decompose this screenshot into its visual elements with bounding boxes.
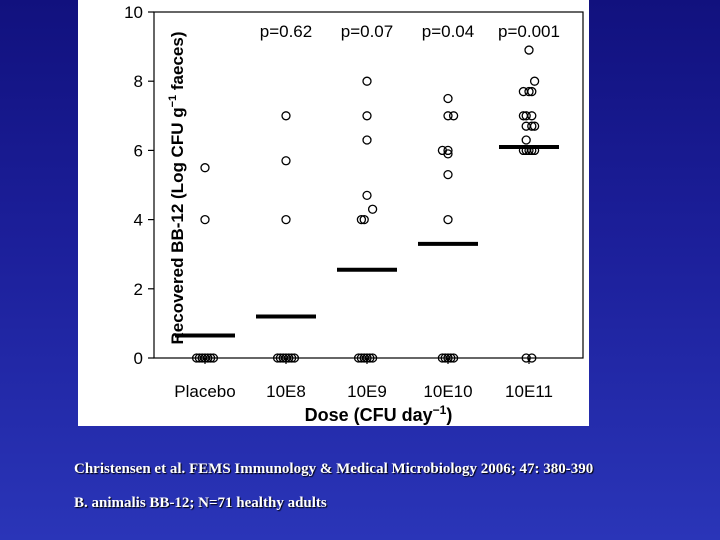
- y-tick-label: 0: [134, 349, 143, 368]
- data-point: [521, 353, 531, 363]
- data-point: [281, 214, 291, 225]
- citation-caption: Christensen et al. FEMS Immunology & Med…: [74, 461, 594, 477]
- data-point: [362, 111, 372, 121]
- y-tick-label: 6: [134, 141, 143, 160]
- data-point: [200, 214, 210, 225]
- data-point: [443, 93, 453, 104]
- data-point: [205, 353, 216, 363]
- data-point: [362, 135, 372, 145]
- data-point: [448, 353, 459, 363]
- data-point: [527, 121, 537, 131]
- p-value-label: p=0.001: [498, 22, 560, 41]
- data-point: [446, 353, 456, 363]
- data-point: [286, 353, 297, 363]
- data-point: [362, 76, 372, 86]
- data-point: [443, 145, 453, 156]
- plot-frame: [153, 11, 584, 359]
- p-value-label: p=0.62: [260, 22, 312, 41]
- data-point: [362, 353, 372, 363]
- y-tick-label: 4: [134, 211, 143, 230]
- data-point: [362, 190, 372, 201]
- x-tick-label: 10E10: [423, 382, 472, 401]
- p-value-label: p=0.04: [422, 22, 474, 41]
- data-point: [448, 111, 459, 121]
- data-point: [284, 353, 294, 363]
- data-point: [443, 214, 453, 225]
- data-point: [443, 169, 453, 180]
- p-value-label: p=0.07: [341, 22, 393, 41]
- data-point: [527, 86, 537, 97]
- chart-panel: 0 2 4 6 8 10 Placebo 10E8 10E9 10E10 10E11 Dose (CF…: [78, 0, 589, 426]
- data-point: [289, 353, 300, 363]
- data-point: [356, 214, 367, 225]
- data-point: [521, 135, 531, 145]
- data-point: [365, 353, 375, 363]
- data-point: [524, 86, 534, 97]
- x-tick-label: 10E11: [505, 382, 553, 401]
- data-point: [437, 145, 448, 156]
- study-description-caption: B. animalis BB-12; N=71 healthy adults: [74, 495, 327, 511]
- y-tick-label: 10: [124, 3, 143, 22]
- data-point: [208, 353, 219, 363]
- x-axis-title: Dose (CFU day−1): [305, 403, 453, 425]
- data-point: [200, 163, 210, 173]
- data-point: [529, 76, 540, 86]
- scatter-plot: 0 2 4 6 8 10 Placebo 10E8 10E9 10E10 10E11 Dose (CF…: [124, 3, 584, 425]
- data-point: [281, 111, 291, 121]
- data-point: [203, 353, 213, 363]
- y-tick-label: 2: [134, 280, 143, 299]
- data-point: [524, 45, 534, 55]
- data-point: [521, 111, 531, 121]
- x-tick-label: Placebo: [174, 382, 235, 401]
- y-tick-label: 8: [134, 72, 143, 91]
- data-point: [443, 353, 453, 363]
- data-point: [527, 111, 537, 121]
- y-axis-title: Recovered BB-12 (Log CFU g−1 faeces): [167, 32, 187, 345]
- data-point: [367, 204, 378, 214]
- data-point: [281, 156, 291, 166]
- x-tick-label: 10E9: [347, 382, 387, 401]
- data-point: [529, 121, 540, 131]
- x-tick-label: 10E8: [266, 382, 306, 401]
- data-point: [359, 214, 369, 225]
- data-point: [443, 111, 453, 121]
- data-point: [367, 353, 378, 363]
- data-point: [527, 353, 537, 363]
